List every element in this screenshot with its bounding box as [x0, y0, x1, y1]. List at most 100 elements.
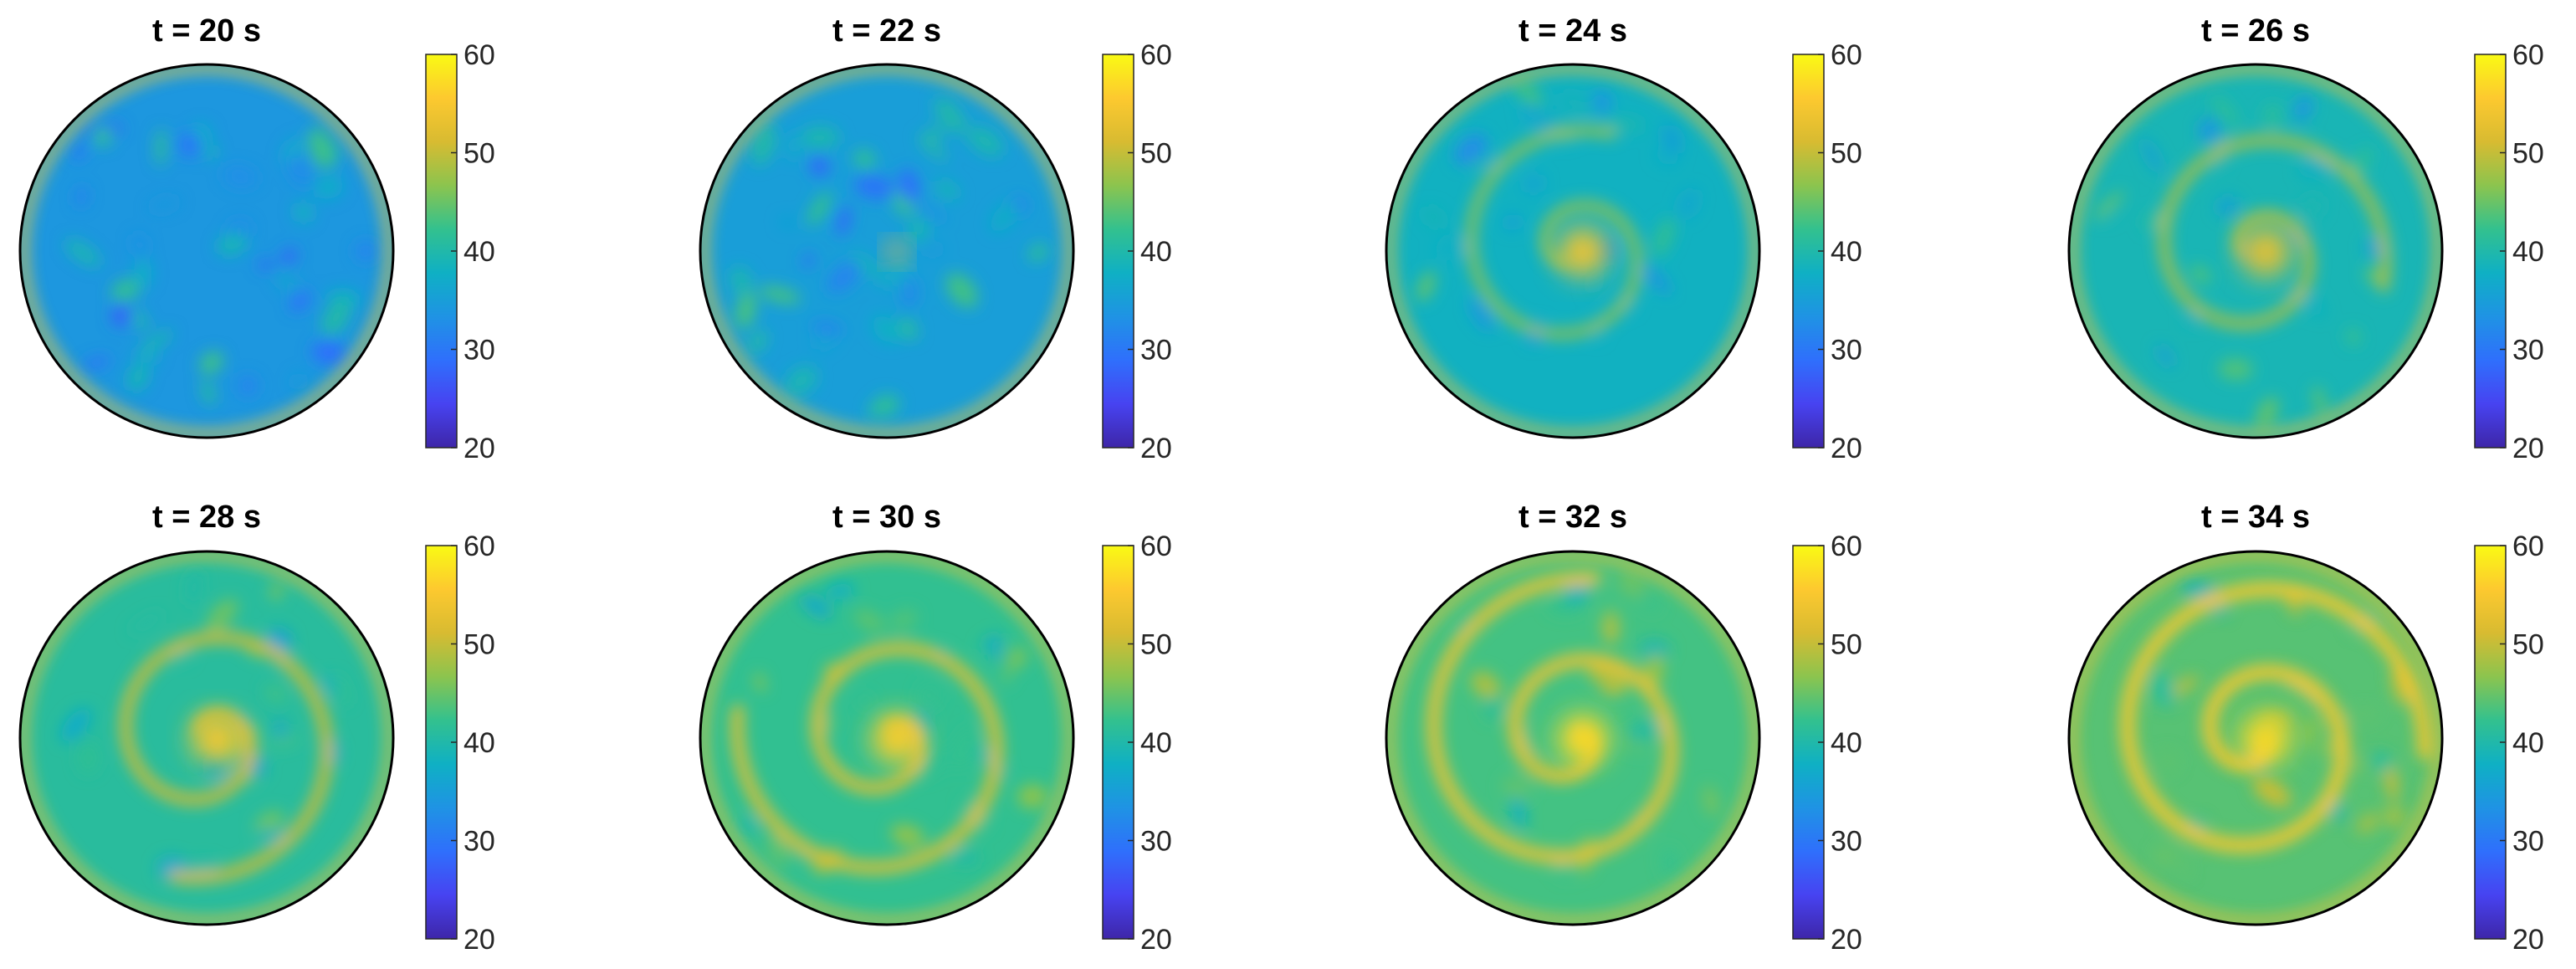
- field-blob: [129, 612, 164, 633]
- field-blob: [321, 299, 351, 336]
- panel-28s: t = 28 s 60 50 40 30 20: [18, 500, 495, 956]
- panel-title: t = 34 s: [2201, 500, 2310, 535]
- field-blob: [2300, 715, 2322, 746]
- field-blob: [207, 599, 238, 631]
- field-blob: [2093, 191, 2124, 221]
- colorbar-tick-label: 60: [463, 531, 495, 562]
- vortex-core: [2241, 714, 2291, 764]
- field-blob: [1524, 725, 1549, 752]
- domain-boundary: [18, 550, 395, 926]
- colorbar-tick-label: 20: [2512, 924, 2544, 956]
- field-blob: [920, 244, 944, 254]
- field-disc: [20, 551, 393, 925]
- field-disc: [1386, 551, 1759, 925]
- field-blob: [782, 132, 807, 160]
- colorbar-tick-label: 50: [463, 138, 495, 170]
- field-blob: [254, 810, 284, 836]
- field-blob: [800, 126, 840, 149]
- field-blob: [748, 331, 767, 353]
- field-blob: [2256, 397, 2279, 429]
- colorbar-tick-label: 50: [1140, 629, 1172, 661]
- field-blob: [1468, 298, 1493, 331]
- field-blob: [2299, 291, 2326, 317]
- field-blob: [187, 569, 202, 606]
- field-blob: [736, 818, 759, 833]
- field-blob: [809, 156, 830, 177]
- field-blob: [899, 275, 919, 309]
- field-blob: [1510, 800, 1528, 828]
- field-blob: [1639, 639, 1671, 659]
- colorbar-tick-label: 30: [2512, 826, 2544, 858]
- field-blob: [2299, 195, 2324, 220]
- field-blob: [83, 356, 110, 368]
- field-blob: [966, 126, 1004, 156]
- field-blob: [2286, 592, 2302, 616]
- field-blob: [332, 674, 349, 705]
- field-blob: [126, 362, 149, 392]
- field-blob: [2104, 203, 2118, 222]
- colorbar-tick-label: 50: [2512, 629, 2544, 661]
- field-blob: [2179, 580, 2219, 598]
- panel-title: t = 20 s: [152, 13, 261, 49]
- colorbar-tick-label: 20: [1831, 924, 1862, 956]
- field-blob: [801, 595, 832, 618]
- field-blob: [1627, 720, 1667, 741]
- field-blob: [1592, 90, 1612, 114]
- field-blob: [149, 197, 180, 212]
- field-blob: [918, 683, 940, 707]
- field-blob: [935, 98, 966, 134]
- colorbar-tick-label: 40: [1140, 236, 1172, 268]
- field-blob: [1677, 188, 1699, 219]
- colorbar-tick-label: 60: [2512, 531, 2544, 562]
- vortex-core: [1558, 714, 1608, 764]
- field-blob: [139, 330, 174, 354]
- field-blob: [2357, 813, 2379, 833]
- field-blob: [110, 279, 141, 301]
- spiral-arm: [120, 632, 333, 884]
- colorbar-tick-label: 40: [1831, 727, 1862, 759]
- field-blob: [2156, 750, 2179, 772]
- colorbar-tick-label: 50: [1140, 138, 1172, 170]
- field-disc: [2069, 551, 2442, 925]
- field-blob: [223, 166, 258, 187]
- field-blob: [110, 305, 132, 327]
- field-blob: [807, 192, 832, 226]
- field-blob: [2252, 777, 2292, 808]
- field-blob: [889, 608, 918, 633]
- field-blob: [751, 124, 776, 166]
- panel-22s: t = 22 s 60 50 40 30 20: [699, 13, 1172, 464]
- field-blob: [899, 318, 919, 340]
- rim-band: [20, 64, 393, 438]
- field-blob: [2141, 137, 2163, 174]
- field-blob: [853, 149, 876, 169]
- field-blob: [1641, 266, 1672, 294]
- field-blob: [918, 134, 947, 162]
- colorbar-tick-label: 20: [463, 433, 495, 464]
- field-blob: [851, 252, 884, 279]
- field-blob: [1477, 151, 1498, 168]
- field-blob: [2184, 312, 2200, 326]
- rim-band: [1386, 551, 1759, 925]
- field-disc: [2069, 64, 2442, 438]
- field-blob: [953, 727, 977, 769]
- field-blob: [1603, 117, 1646, 131]
- field-blob: [1502, 777, 1531, 799]
- colorbar: 60 50 40 30 20: [1102, 531, 1172, 956]
- field-blob: [802, 253, 814, 268]
- field-blob: [899, 168, 919, 204]
- field-blob: [2346, 329, 2361, 345]
- colorbar-tick-label: 20: [1831, 433, 1862, 464]
- vortex-core: [872, 714, 922, 764]
- spiral-arm: [1426, 572, 1678, 864]
- field-blob: [890, 824, 924, 848]
- field-disc: [1386, 64, 1759, 438]
- rim-band: [700, 551, 1073, 925]
- field-blob: [1006, 647, 1028, 669]
- field-blob: [1617, 572, 1646, 597]
- colorbar-tick-label: 20: [463, 924, 495, 956]
- colorbar-tick-label: 40: [2512, 727, 2544, 759]
- panel-title: t = 26 s: [2201, 13, 2310, 49]
- colorbar-tick-label: 40: [1140, 727, 1172, 759]
- domain-boundary: [699, 63, 1075, 439]
- field-blob: [2218, 358, 2253, 381]
